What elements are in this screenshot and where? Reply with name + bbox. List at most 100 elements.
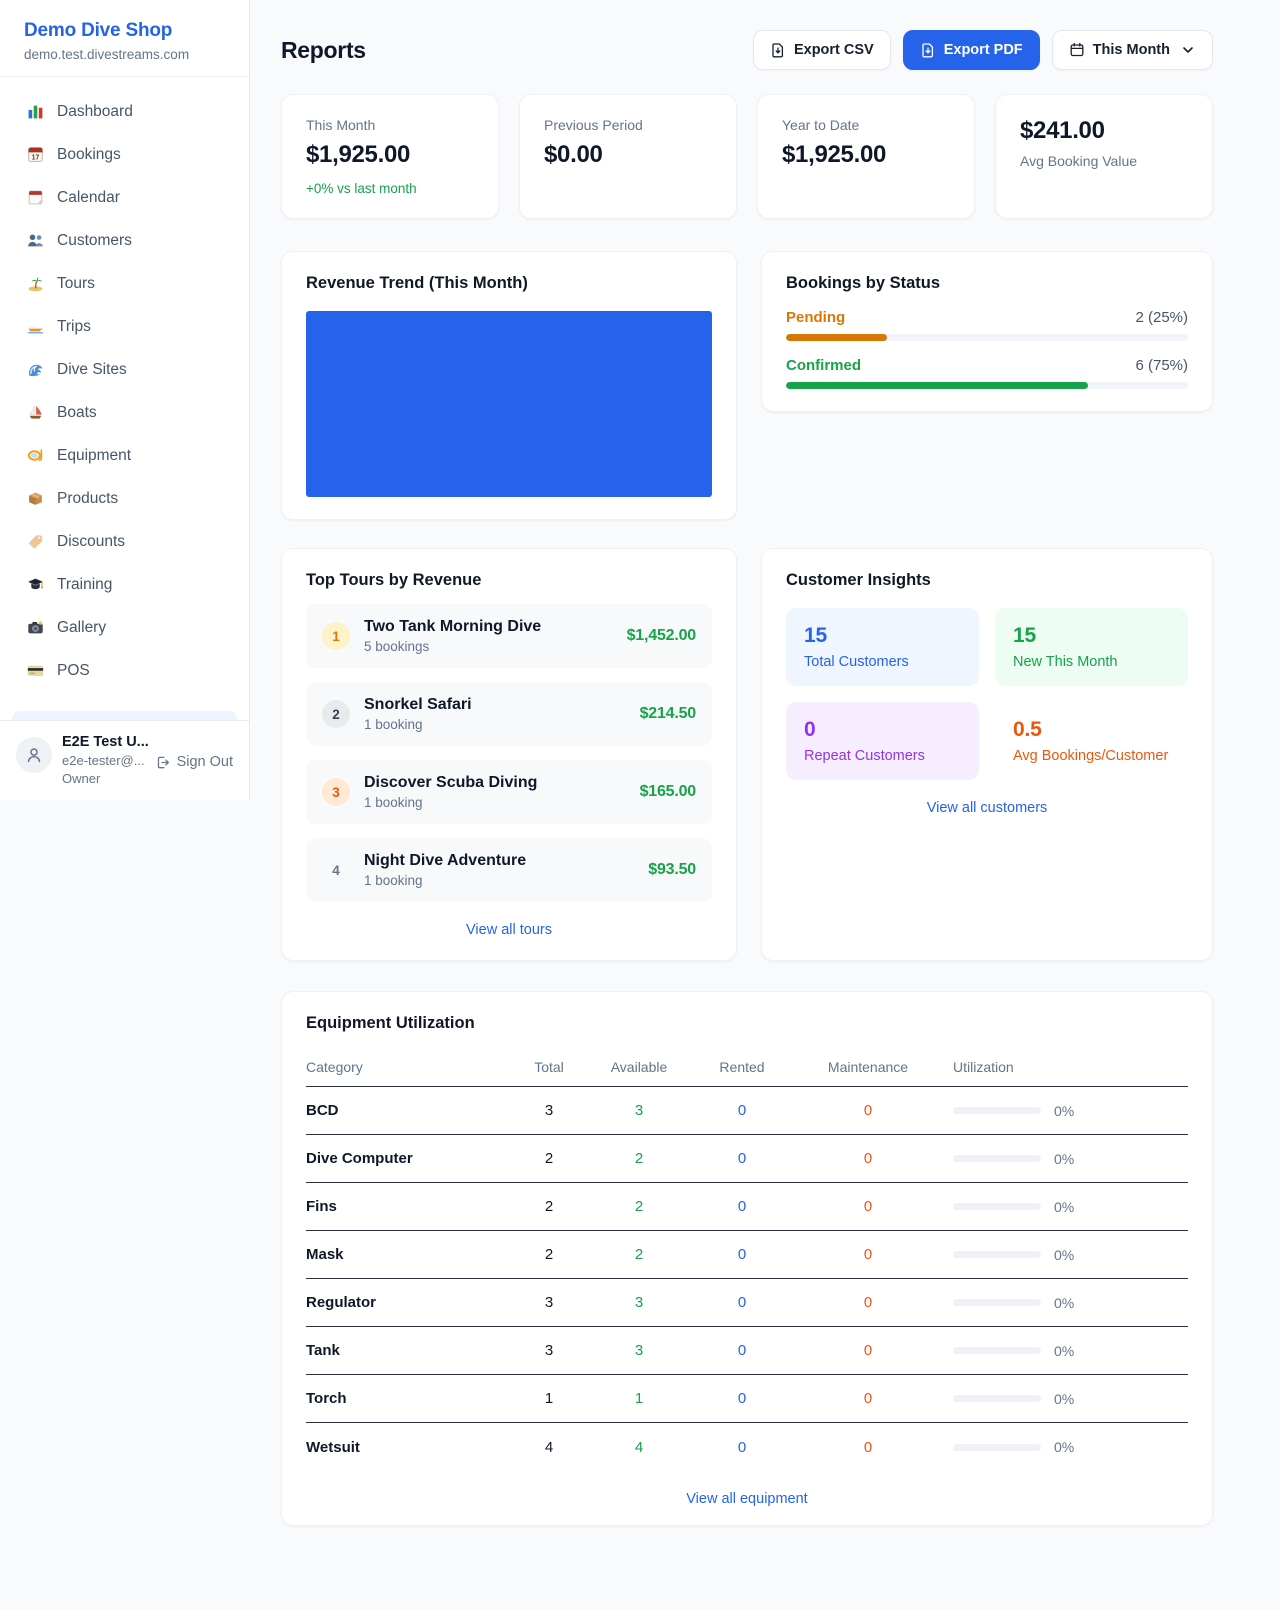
sidebar-item-label: Products [57, 489, 119, 507]
utilization-bar [953, 1299, 1041, 1306]
table-row-torch: Torch 1 1 0 0 0% [306, 1375, 1188, 1423]
cell-rented: 0 [737, 1342, 747, 1359]
top-tours-title: Top Tours by Revenue [306, 571, 482, 589]
tour-name: Snorkel Safari [364, 696, 472, 713]
insight-tile-avg-bookings/customer: 0.5 Avg Bookings/Customer [995, 702, 1188, 780]
sidebar-item-calendar[interactable]: Calendar [12, 177, 237, 218]
sidebar-item-label: Trips [57, 317, 91, 335]
sidebar-item-tours[interactable]: Tours [12, 263, 237, 304]
sidebar-item-dive-sites[interactable]: Dive Sites [12, 349, 237, 390]
tour-row-discover-scuba-diving[interactable]: 3 Discover Scuba Diving 1 booking $165.00 [306, 760, 712, 824]
stat-value: $1,925.00 [306, 141, 411, 168]
sidebar-item-active-partial[interactable] [12, 711, 237, 720]
column-header-total: Total [534, 1058, 564, 1075]
status-list: Pending 2 (25%) Confirmed 6 (75%) [786, 309, 1188, 389]
tours-row: Top Tours by Revenue 1 Two Tank Morning D… [281, 548, 1213, 961]
sidebar-item-trips[interactable]: Trips [12, 306, 237, 347]
tour-row-snorkel-safari[interactable]: 2 Snorkel Safari 1 booking $214.50 [306, 682, 712, 746]
stat-card-avg-booking-value: $241.00 Avg Booking Value [995, 94, 1213, 219]
insight-tile-new-this-month: 15 New This Month [995, 608, 1188, 686]
stat-label: Year to Date [782, 117, 860, 133]
stat-value: $0.00 [544, 141, 603, 168]
table-row-mask: Mask 2 2 0 0 0% [306, 1231, 1188, 1279]
tour-row-night-dive-adventure[interactable]: 4 Night Dive Adventure 1 booking $93.50 [306, 838, 712, 902]
sidebar-item-products[interactable]: Products [12, 478, 237, 519]
sidebar-item-equipment[interactable]: Equipment [12, 435, 237, 476]
tour-name: Discover Scuba Diving [364, 774, 538, 791]
tour-bookings: 1 booking [364, 795, 423, 810]
cell-rented: 0 [737, 1438, 747, 1456]
tour-revenue: $93.50 [648, 861, 696, 878]
bookings-by-status-card: Bookings by Status Pending 2 (25%) Confirm… [761, 251, 1213, 412]
tour-revenue: $214.50 [639, 705, 697, 722]
export-csv-button[interactable]: Export CSV [752, 30, 891, 70]
sidebar-item-training[interactable]: Training [12, 564, 237, 605]
cell-category: BCD [306, 1102, 339, 1119]
tile-label: Avg Bookings/Customer [1013, 748, 1169, 764]
cell-maintenance: 0 [863, 1438, 873, 1456]
cell-maintenance: 0 [863, 1390, 873, 1407]
tile-value: 0 [804, 718, 816, 741]
tour-row-two-tank-morning-dive[interactable]: 1 Two Tank Morning Dive 5 bookings $1,452.0… [306, 604, 712, 668]
sidebar-item-dashboard[interactable]: Dashboard [12, 91, 237, 132]
stat-label: This Month [306, 117, 376, 133]
table-row-dive-computer: Dive Computer 2 2 0 0 0% [306, 1135, 1188, 1183]
cell-category: Fins [306, 1198, 337, 1215]
tour-revenue: $1,452.00 [626, 627, 697, 644]
customer-insights-title: Customer Insights [786, 571, 931, 589]
equipment-utilization-card: Equipment Utilization Category Total Avail… [281, 991, 1213, 1526]
cell-total: 3 [544, 1342, 554, 1359]
boats-icon [26, 404, 44, 422]
sidebar-item-boats[interactable]: Boats [12, 392, 237, 433]
sidebar-item-customers[interactable]: Customers [12, 220, 237, 261]
cell-total: 1 [544, 1390, 554, 1407]
view-all-tours-link[interactable]: View all tours [466, 922, 552, 938]
equipment-table-body: BCD 3 3 0 0 0% Dive Computer 2 2 0 0 0% Fins 2 2 0 0 0% Ma… [306, 1087, 1188, 1471]
cell-rented: 0 [737, 1294, 747, 1311]
sidebar-item-label: Training [57, 575, 113, 593]
bookings-icon: 17 [26, 146, 44, 164]
sidebar-item-discounts[interactable]: Discounts [12, 521, 237, 562]
view-all-customers-link[interactable]: View all customers [926, 800, 1048, 816]
cell-available: 4 [634, 1438, 644, 1456]
column-header-maintenance: Maintenance [827, 1058, 909, 1075]
logout-icon [157, 756, 169, 768]
dashboard-icon [26, 103, 44, 121]
cell-category: Dive Computer [306, 1150, 413, 1167]
cell-rented: 0 [737, 1150, 747, 1167]
calendar-outline-icon [1070, 42, 1084, 57]
status-count: 2 (25%) [1135, 309, 1188, 326]
period-label: This Month [1092, 42, 1170, 58]
status-row-confirmed: Confirmed 6 (75%) [786, 357, 1188, 389]
cell-category: Regulator [306, 1294, 377, 1311]
period-dropdown[interactable]: This Month [1051, 30, 1213, 70]
pos-icon [26, 662, 44, 680]
view-all-equipment-link[interactable]: View all equipment [686, 1491, 808, 1507]
stat-value: $1,925.00 [782, 141, 887, 168]
cell-maintenance: 0 [863, 1342, 873, 1359]
utilization-bar [953, 1347, 1041, 1354]
utilization-percent: 0% [1054, 1294, 1075, 1311]
status-label: Confirmed [786, 357, 861, 374]
sidebar-item-label: Equipment [57, 446, 132, 464]
sidebar-item-pos[interactable]: POS [12, 650, 237, 691]
revenue-trend-bar [306, 311, 712, 497]
tile-label: Total Customers [804, 654, 909, 670]
user-role: Owner [62, 771, 101, 786]
table-row-regulator: Regulator 3 3 0 0 0% [306, 1279, 1188, 1327]
sidebar-item-bookings[interactable]: 17 Bookings [12, 134, 237, 175]
sign-out-button[interactable]: Sign Out [155, 754, 233, 770]
sidebar-item-label: Bookings [57, 145, 121, 163]
charts-row: Revenue Trend (This Month) Bookings by S… [281, 251, 1213, 520]
utilization-bar [953, 1107, 1041, 1114]
table-row-fins: Fins 2 2 0 0 0% [306, 1183, 1188, 1231]
sidebar-item-gallery[interactable]: Gallery [12, 607, 237, 648]
rank-badge: 2 [322, 700, 350, 728]
insight-tile-total-customers: 15 Total Customers [786, 608, 979, 686]
brand-block: Demo Dive Shop demo.test.divestreams.com [0, 0, 249, 77]
cell-available: 3 [634, 1342, 644, 1359]
cell-total: 4 [544, 1438, 554, 1456]
export-pdf-button[interactable]: Export PDF [902, 30, 1040, 70]
sidebar-item-label: Boats [57, 403, 97, 421]
cell-total: 3 [544, 1102, 554, 1119]
